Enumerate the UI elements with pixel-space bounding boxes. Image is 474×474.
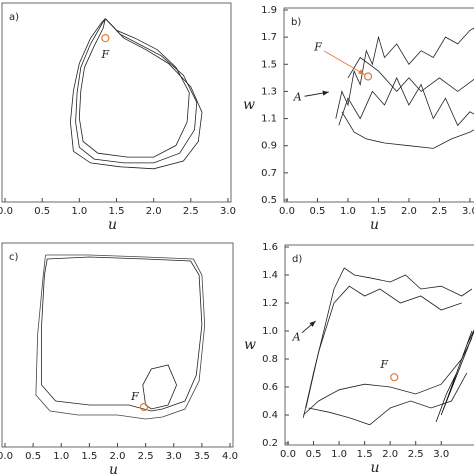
x-tick-label: 2.0 — [146, 206, 162, 217]
x-tick-label: 2.5 — [408, 449, 424, 460]
x-tick-label: 1.5 — [81, 451, 97, 462]
y-tick-label: 0.9 — [261, 141, 277, 152]
arrow-label: A — [292, 330, 301, 343]
trajectory — [341, 111, 474, 149]
panel: a) 0.0 0.5 1.0 1.5 2.0 2.5 3.0 u F — [0, 2, 236, 233]
x-tick-label: 3.0 — [433, 449, 449, 460]
x-tick-label: 2.5 — [431, 206, 447, 217]
y-tick-label: 0.6 — [262, 382, 278, 393]
x-tick-label: 1.0 — [71, 206, 87, 217]
x-tick-label: 0.0 — [0, 206, 13, 217]
trajectory — [78, 18, 190, 158]
y-tick-label: 1.9 — [261, 5, 277, 16]
arrow-head — [309, 321, 316, 327]
y-tick-label: 1.7 — [261, 32, 277, 43]
x-tick-label: 3.0 — [462, 206, 474, 217]
fixed-point — [390, 373, 399, 382]
x-tick-label: 0.0 — [280, 449, 296, 460]
plot-area — [35, 254, 206, 420]
trajectory — [41, 256, 203, 412]
plot-frame — [284, 244, 474, 446]
trajectory — [347, 56, 474, 92]
trajectory — [142, 364, 178, 410]
arrow-head — [322, 90, 329, 96]
x-tick-label: 3.0 — [220, 206, 236, 217]
arrow-label: F — [313, 41, 322, 54]
trajectory — [435, 329, 474, 423]
y-axis-label: w — [243, 97, 255, 113]
fixed-point — [139, 402, 149, 412]
trajectory — [35, 254, 206, 420]
x-axis-label: u — [370, 217, 379, 233]
y-tick-label: 0.2 — [262, 438, 278, 449]
x-axis-label: u — [370, 460, 379, 474]
panel-label: c) — [9, 252, 18, 263]
x-tick-label: 4.0 — [222, 451, 238, 462]
y-tick-label: 1.2 — [262, 298, 278, 309]
panel: b)0.00.51.01.52.02.53.00.50.70.91.11.31.… — [243, 5, 474, 233]
panel: d) 0.0 0.5 1.0 1.5 2.0 2.5 3.0 0.2 0.4 0.6 0.8 1.0 1.… — [244, 242, 474, 474]
plot-area — [69, 18, 203, 170]
trajectory — [302, 267, 473, 418]
x-tick-label: 0.5 — [25, 451, 41, 462]
arrow-head — [358, 69, 365, 75]
x-tick-label: 2.0 — [401, 206, 417, 217]
y-tick-label: 1.5 — [261, 59, 277, 70]
panel-label: b) — [291, 17, 301, 28]
x-tick-label: 1.5 — [370, 206, 386, 217]
x-tick-label: 1.0 — [331, 449, 347, 460]
plot-area — [302, 267, 474, 426]
plot-area — [335, 27, 474, 149]
y-tick-label: 0.5 — [261, 195, 277, 206]
x-tick-label: 1.0 — [53, 451, 69, 462]
fixed-point — [101, 34, 110, 43]
x-tick-label: 0.0 — [0, 451, 13, 462]
x-tick-label: 0.0 — [279, 206, 295, 217]
fixed-point-label: F — [130, 390, 139, 403]
trajectory — [338, 76, 474, 127]
x-tick-label: 1.5 — [357, 449, 373, 460]
trajectory — [305, 285, 462, 409]
y-tick-label: 1.0 — [262, 326, 278, 337]
fixed-point-label: F — [379, 358, 388, 371]
fixed-point — [363, 72, 373, 81]
trajectory — [335, 27, 474, 119]
y-tick-label: 1.6 — [262, 242, 278, 253]
fixed-point-label: F — [101, 48, 110, 61]
trajectory — [75, 18, 198, 164]
x-tick-label: 0.5 — [306, 449, 322, 460]
trajectory — [69, 18, 203, 170]
panel: c) 0.0 0.5 1.0 1.5 2.0 2.5 3.0 3.5 4.0 u F — [0, 242, 238, 474]
trajectory — [303, 337, 473, 416]
x-tick-label: 1.0 — [340, 206, 356, 217]
x-tick-label: 2.5 — [183, 206, 199, 217]
x-tick-label: 2.5 — [138, 451, 154, 462]
trajectory — [308, 372, 468, 426]
x-tick-label: 1.5 — [109, 206, 125, 217]
x-tick-label: 2.0 — [110, 451, 126, 462]
x-tick-label: 3.5 — [194, 451, 210, 462]
y-tick-label: 1.3 — [261, 86, 277, 97]
x-axis-label: u — [108, 217, 117, 233]
y-axis-label: w — [244, 337, 256, 353]
arrow-line — [323, 50, 365, 75]
x-tick-label: 3.0 — [166, 451, 182, 462]
panel-label: a) — [9, 12, 19, 23]
y-tick-label: 0.7 — [261, 168, 277, 179]
panel-label: d) — [292, 254, 302, 265]
y-tick-label: 0.8 — [262, 354, 278, 365]
x-tick-label: 0.5 — [310, 206, 326, 217]
x-axis-label: u — [109, 462, 118, 474]
y-tick-label: 0.4 — [262, 410, 278, 421]
x-tick-label: 2.0 — [382, 449, 398, 460]
y-tick-label: 1.4 — [262, 270, 278, 281]
x-tick-label: 0.5 — [34, 206, 50, 217]
y-tick-label: 1.1 — [261, 114, 277, 125]
plot-frame — [283, 7, 474, 203]
arrow-label: A — [293, 90, 302, 103]
